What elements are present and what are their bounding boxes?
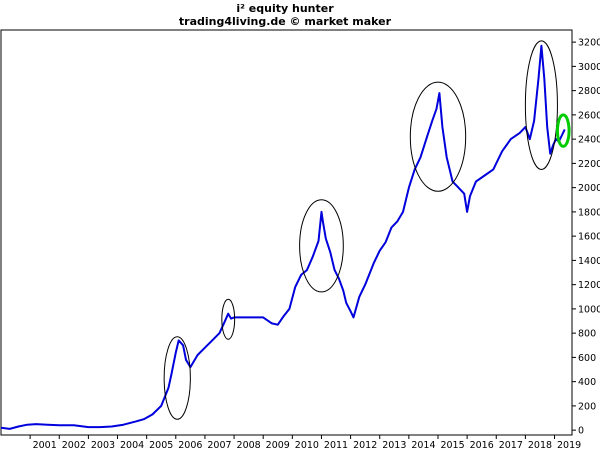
y-tick-label: 2000	[578, 183, 600, 194]
y-tick-label: 1200	[578, 280, 600, 291]
x-tick-label: 2006	[178, 440, 202, 450]
x-tick-label: 2013	[382, 440, 406, 450]
y-tick-label: 3200	[578, 38, 600, 49]
y-tick-label: 2200	[578, 159, 600, 170]
x-tick-label: 2001	[33, 440, 57, 450]
y-tick-label: 2400	[578, 135, 600, 146]
annotation-ellipse	[409, 81, 467, 192]
y-tick-label: 2600	[578, 110, 600, 121]
plot-frame	[0, 29, 573, 436]
y-tick-label: 3000	[578, 62, 600, 73]
x-tick-label: 2010	[295, 440, 319, 450]
x-tick-label: 2019	[557, 440, 581, 450]
x-tick-label: 2007	[207, 440, 231, 450]
series-line	[0, 44, 566, 430]
y-tick-label: 1000	[578, 304, 600, 315]
x-tick-label: 2014	[411, 440, 435, 450]
x-tick-label: 2015	[440, 440, 464, 450]
y-tick-label: 0	[578, 426, 584, 437]
y-tick-label: 800	[578, 329, 596, 340]
x-tick-label: 2003	[91, 440, 115, 450]
chart-subtitle: trading4living.de © market maker	[179, 15, 392, 28]
x-tick-label: 2009	[266, 440, 290, 450]
highlight-ellipse	[555, 113, 571, 148]
chart-title: i² equity hunter	[236, 2, 334, 15]
x-tick-label: 2005	[149, 440, 173, 450]
x-tick-label: 2004	[120, 440, 144, 450]
x-tick-label: 2008	[237, 440, 261, 450]
annotation-ellipse	[221, 298, 236, 340]
x-tick-label: 2011	[324, 440, 348, 450]
y-tick-label: 1400	[578, 256, 600, 267]
y-tick-label: 1600	[578, 232, 600, 243]
x-tick-label: 2012	[353, 440, 377, 450]
y-tick-label: 400	[578, 377, 596, 388]
y-tick-label: 1800	[578, 207, 600, 218]
annotation-ellipse	[163, 336, 191, 420]
plot-area: 0 200 400 600 800 1000 1200 1400 1600 1800 2000 220…	[0, 29, 600, 450]
x-tick-label: 2017	[499, 440, 523, 450]
y-tick-label: 2800	[578, 86, 600, 97]
annotation-ellipse	[299, 199, 344, 293]
x-tick-label: 2016	[470, 440, 494, 450]
y-tick-label: 600	[578, 353, 596, 364]
x-tick-label: 2002	[62, 440, 86, 450]
y-tick-label: 200	[578, 401, 596, 412]
annotation-ellipse	[524, 40, 558, 170]
x-tick-label: 2018	[528, 440, 552, 450]
